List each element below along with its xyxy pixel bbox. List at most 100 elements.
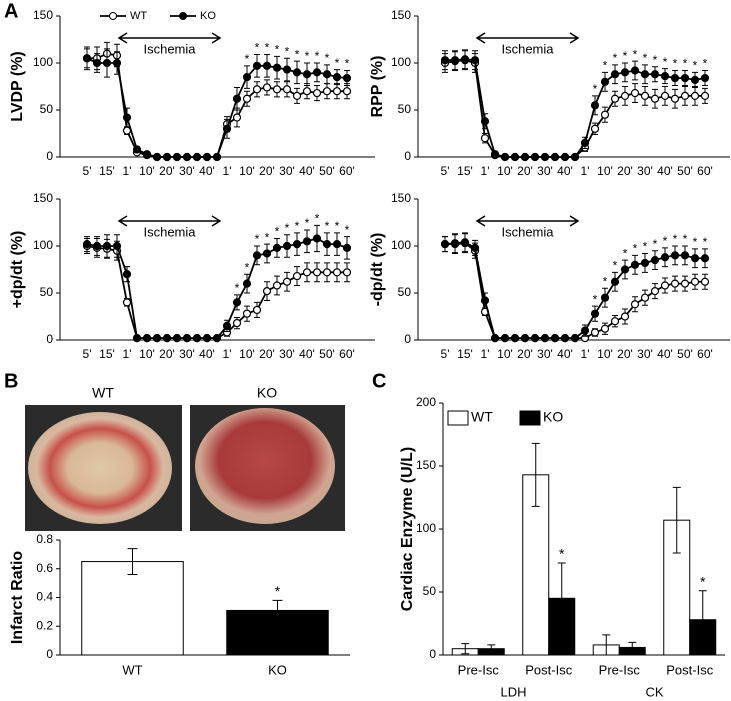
- data-point: [680, 91, 690, 101]
- significance: *: [285, 44, 290, 58]
- significance: *: [245, 260, 250, 274]
- x-tick-label: 60': [339, 347, 355, 361]
- image-label: KO: [257, 385, 277, 401]
- x-tick-label: 30': [637, 347, 653, 361]
- data-point: [182, 334, 192, 343]
- series-line: [87, 52, 347, 158]
- significance: *: [693, 235, 698, 249]
- y-tick-label: 0.4: [36, 590, 53, 604]
- data-point: [690, 277, 700, 286]
- data-point: [450, 56, 460, 65]
- ischemia-arrow: [117, 32, 222, 44]
- legend-label: KO: [543, 409, 563, 425]
- data-point: [262, 83, 272, 92]
- x-tick-label: 40': [557, 164, 573, 178]
- data-point: [600, 110, 610, 119]
- data-point: [272, 243, 282, 252]
- significance: *: [265, 41, 270, 55]
- heart-slice: [28, 412, 172, 524]
- significance: *: [703, 235, 708, 249]
- data-point: [650, 94, 660, 103]
- x-tick-label: 10': [497, 164, 513, 178]
- annotation: Ischemia: [143, 41, 196, 56]
- y-tick-label: 0: [404, 149, 411, 163]
- data-point: [540, 152, 550, 162]
- significance: *: [633, 47, 638, 61]
- annotation: Ischemia: [501, 224, 554, 239]
- x-tick-label: KO: [268, 662, 287, 677]
- x-tick-label: WT: [122, 662, 142, 677]
- data-point: [332, 268, 342, 277]
- y-axis-label: Infarct Ratio: [9, 551, 26, 645]
- x-tick-label: 1': [581, 164, 590, 178]
- data-point: [292, 68, 302, 77]
- significance: *: [663, 55, 668, 69]
- data-point: [122, 113, 132, 122]
- data-point: [262, 249, 272, 258]
- data-point: [500, 152, 510, 162]
- significance: *: [673, 57, 678, 71]
- data-point: [302, 87, 312, 96]
- y-tick-label: 50: [398, 102, 412, 116]
- data-point: [182, 152, 192, 162]
- x-tick-label: 40': [657, 347, 673, 361]
- x-tick-label: 1': [123, 347, 132, 361]
- data-point: [560, 152, 570, 162]
- error-bar: [557, 562, 566, 635]
- data-point: [282, 277, 292, 286]
- y-tick-label: 0: [46, 149, 53, 163]
- ischemia-arrow: [475, 32, 580, 44]
- data-point: [520, 152, 530, 162]
- x-tick-label: 5': [83, 164, 92, 178]
- data-point: [560, 334, 570, 343]
- panel-label: C: [372, 370, 386, 392]
- significance: *: [265, 230, 270, 244]
- significance: *: [315, 49, 320, 63]
- significance: *: [663, 234, 668, 248]
- data-point: [550, 152, 560, 162]
- data-point: [102, 241, 112, 251]
- group-label: LDH: [500, 684, 526, 699]
- data-point: [630, 66, 640, 75]
- significance: *: [603, 59, 608, 73]
- significance: *: [623, 246, 628, 260]
- data-point: [302, 268, 312, 277]
- y-tick-label: 150: [33, 191, 53, 205]
- data-point: [232, 113, 242, 122]
- data-point: [510, 334, 520, 343]
- significance: *: [593, 82, 598, 96]
- legend-label: WT: [471, 409, 493, 425]
- y-tick-label: 100: [391, 238, 411, 252]
- significance: *: [593, 292, 598, 306]
- x-tick-label: 20': [159, 164, 175, 178]
- legend-swatch: [447, 410, 469, 426]
- legend-marker: [109, 12, 117, 20]
- data-point: [510, 152, 520, 162]
- panel-label: A: [4, 0, 18, 22]
- data-point: [212, 152, 222, 162]
- data-point: [690, 254, 700, 263]
- data-point: [212, 334, 222, 343]
- significance: *: [235, 281, 240, 295]
- series-line: [86, 237, 348, 340]
- significance: *: [255, 232, 260, 246]
- significance: *: [559, 546, 565, 562]
- data-point: [670, 251, 680, 260]
- data-point: [620, 91, 630, 101]
- data-point: [640, 70, 650, 79]
- x-tick-label: 10': [597, 164, 613, 178]
- data-point: [610, 277, 620, 286]
- legend-swatch: [519, 410, 541, 426]
- data-point: [700, 91, 710, 101]
- x-tick-label: 15': [457, 164, 473, 178]
- y-tick-label: 0.6: [36, 561, 53, 575]
- data-point: [142, 150, 152, 159]
- data-point: [272, 63, 282, 72]
- data-point: [450, 239, 460, 248]
- x-tick-label: 40': [199, 164, 215, 178]
- data-point: [132, 334, 142, 343]
- data-point: [480, 296, 490, 305]
- significance: *: [305, 216, 310, 230]
- data-point: [302, 237, 312, 246]
- ischemia-arrow: [475, 215, 580, 227]
